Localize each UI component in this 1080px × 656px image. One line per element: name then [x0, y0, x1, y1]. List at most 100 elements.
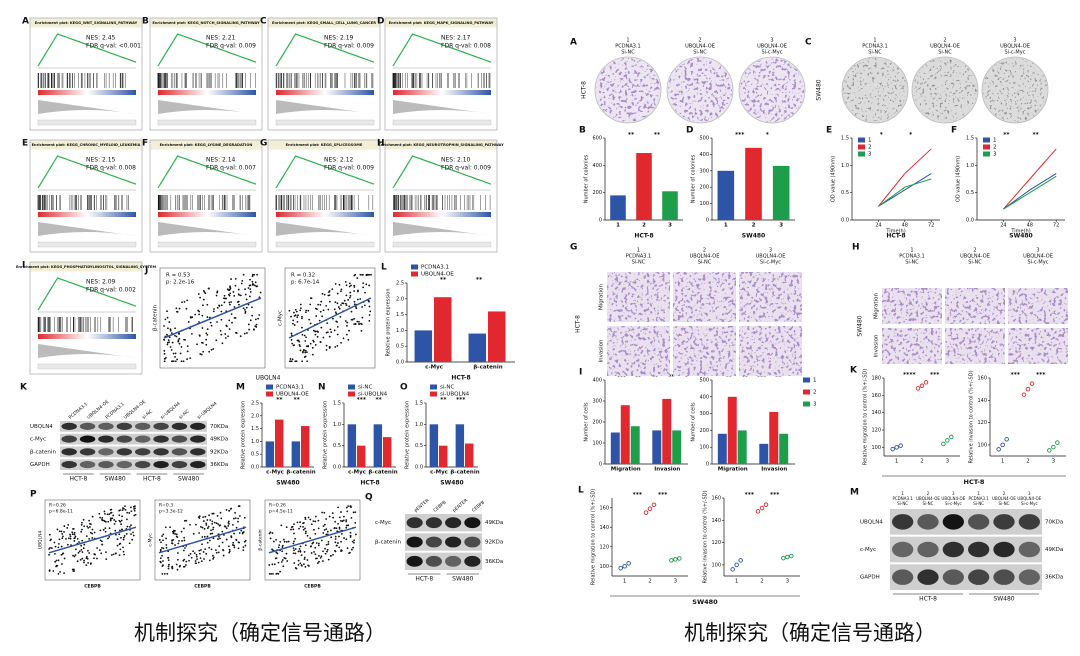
significance: **: [276, 397, 283, 404]
blot-band: [464, 536, 481, 548]
fdr-text: FDR q-val: <0.001: [86, 43, 141, 50]
scatter-point: [54, 552, 56, 555]
scatter-point: [113, 519, 116, 521]
scatter-point: [340, 290, 342, 293]
scatter-point: [309, 537, 312, 540]
scatter-point: [315, 542, 318, 544]
gsea-title: Enrichment plot: KEGG_SPLICEOSOME: [286, 143, 363, 147]
scatter-point: [182, 360, 185, 363]
panel-letter: L: [578, 486, 584, 496]
y-axis-label: Relative migration to control (%+/-SD): [863, 369, 869, 465]
scatter-point: [124, 505, 126, 508]
scatter-point: [318, 319, 321, 322]
scatter-point: [188, 559, 190, 562]
blot-band: [406, 555, 423, 567]
scatter-point: [189, 316, 192, 319]
scatter-point: [314, 307, 317, 310]
scatter-point: [245, 298, 248, 301]
scatter-point: [190, 556, 193, 559]
scatter-point: [196, 343, 198, 346]
scatter-point: [340, 288, 343, 291]
legend-swatch: [266, 391, 273, 397]
scatter-point: [183, 536, 186, 539]
y-tick-label: 0.5: [251, 452, 259, 458]
scatter-point: [229, 508, 232, 510]
scatter-point: [305, 530, 307, 533]
scatter-point: [304, 518, 307, 520]
scatter-point: [172, 532, 175, 535]
x-axis-label: CEBPB: [304, 584, 321, 590]
bar: [275, 419, 284, 467]
blot-strip: [890, 509, 1042, 535]
enrichment-curve: [392, 155, 492, 189]
rank-gradient: [158, 90, 256, 95]
scatter-point: [338, 516, 341, 519]
scatter-point: [192, 550, 194, 553]
scatter-point: [174, 327, 177, 330]
lane-label: 2: [943, 38, 946, 44]
blot-strip: [60, 446, 207, 458]
scatter-point: [275, 538, 277, 541]
lane-label: 1: [977, 491, 980, 496]
scatter-point: [319, 310, 322, 313]
scatter-point: [108, 535, 111, 538]
scatter-point: [118, 554, 121, 557]
group-label: HCT-8: [143, 476, 161, 483]
scatter-point: [288, 309, 291, 312]
scatter-point: [256, 285, 259, 288]
scatter-point: [212, 557, 214, 560]
scatter-point: [229, 287, 232, 290]
scatter-point: [343, 515, 345, 518]
scatter-point: [210, 529, 212, 532]
blot-band: [993, 541, 1015, 558]
legend-swatch: [858, 151, 865, 157]
scatter-point: [59, 571, 61, 573]
scatter-point: [228, 550, 231, 553]
x-tick-label: 1: [616, 223, 620, 229]
scatter-point: [283, 557, 286, 559]
scatter-point: [176, 552, 179, 554]
scatter-point: [233, 517, 235, 520]
scatter-point: [112, 514, 115, 517]
legend-label: 3: [993, 152, 997, 158]
scatter-point: [295, 360, 298, 363]
x-tick-label: 48: [1027, 223, 1033, 229]
stat: R=0.26: [269, 503, 286, 509]
scatter-point: [355, 305, 357, 308]
scatter-point: [206, 535, 209, 538]
scatter-point: [295, 310, 298, 313]
dot: [763, 502, 769, 507]
panel-letter: C: [805, 38, 812, 48]
scatter-point: [353, 284, 356, 287]
scatter-point: [249, 278, 251, 281]
scatter-point: [278, 544, 281, 547]
scatter-point: [361, 273, 363, 276]
scatter-point: [292, 542, 295, 545]
scatter-point: [60, 530, 63, 533]
dot: [1025, 386, 1031, 392]
scatter-point: [122, 507, 125, 510]
scatter-point: [67, 523, 70, 526]
scatter-point: [206, 328, 209, 331]
scatter-point: [340, 304, 342, 306]
scatter-point: [99, 529, 102, 532]
y-axis-label: c-Myc: [278, 310, 284, 326]
scatter-point: [301, 360, 304, 363]
scatter-point: [296, 320, 299, 323]
scatter-point: [178, 342, 181, 345]
scatter-point: [67, 537, 70, 540]
lane-label: 3: [952, 491, 955, 496]
scatter-point: [345, 538, 348, 541]
scatter-point: [337, 522, 339, 525]
y-axis-label: β-catenin: [258, 529, 264, 550]
scatter-point: [272, 572, 274, 575]
scatter-point: [114, 520, 117, 523]
blot-band: [153, 435, 169, 443]
x-tick-label: β-catenin: [473, 365, 502, 371]
legend-label: si-UBQLN4: [440, 392, 470, 398]
dot: [923, 380, 929, 385]
bar: [662, 191, 678, 220]
significance: ****: [903, 372, 916, 379]
scatter-point: [325, 543, 328, 546]
scatter-point: [158, 539, 161, 541]
